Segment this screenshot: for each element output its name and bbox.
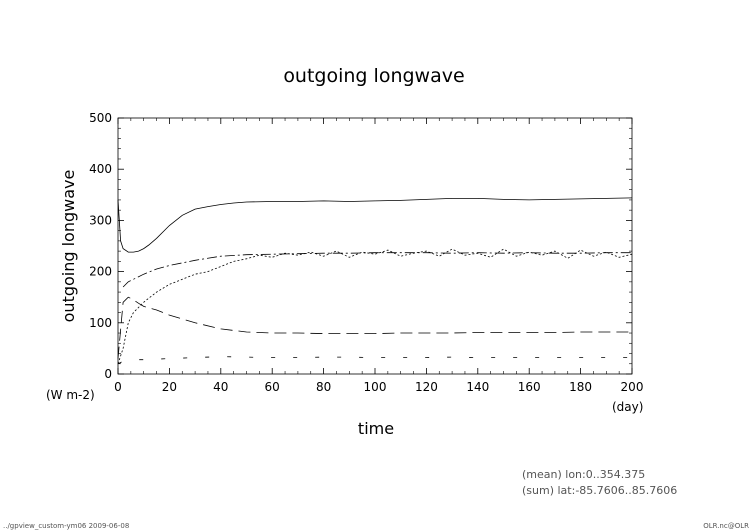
chart-title: outgoing longwave (283, 65, 464, 87)
series-line-4 (117, 296, 632, 359)
y-tick-label: 200 (89, 265, 112, 279)
series-line-3 (117, 248, 633, 364)
x-tick-label: 80 (316, 380, 331, 394)
series-group (117, 197, 633, 365)
series-line-1 (117, 197, 633, 253)
y-tick-label: 400 (89, 162, 112, 176)
x-tick-label: 160 (518, 380, 541, 394)
sum-note: (sum) lat:-85.7606..85.7606 (522, 484, 677, 497)
series-line-2 (122, 252, 632, 288)
x-tick-label: 0 (114, 380, 122, 394)
y-axis: 0 100 200 300 400 500 (89, 111, 632, 381)
series-line-5 (117, 356, 632, 365)
x-tick-label: 60 (265, 380, 280, 394)
x-tick-label: 200 (621, 380, 644, 394)
mean-note: (mean) lon:0..354.375 (522, 468, 645, 481)
x-axis: 0 20 40 60 80 100 120 140 160 180 200 (114, 118, 643, 394)
plot-frame (117, 117, 633, 375)
x-axis-label: time (358, 419, 394, 438)
x-tick-label: 40 (213, 380, 228, 394)
footer-right: OLR.nc@OLR (703, 522, 749, 530)
footer-left: ../gpview_custom-ym06 2009-06-08 (3, 522, 129, 530)
x-tick-label: 20 (162, 380, 177, 394)
x-tick-label: 100 (364, 380, 387, 394)
x-axis-unit: (day) (612, 400, 643, 414)
y-tick-label: 500 (89, 111, 112, 125)
x-tick-label: 120 (415, 380, 438, 394)
y-tick-label: 300 (89, 213, 112, 227)
y-tick-label: 100 (89, 316, 112, 330)
x-tick-label: 180 (569, 380, 592, 394)
y-axis-label: outgoing longwave (59, 170, 78, 323)
y-tick-label: 0 (104, 367, 112, 381)
x-tick-label: 140 (466, 380, 489, 394)
y-axis-unit: (W m-2) (46, 388, 95, 402)
